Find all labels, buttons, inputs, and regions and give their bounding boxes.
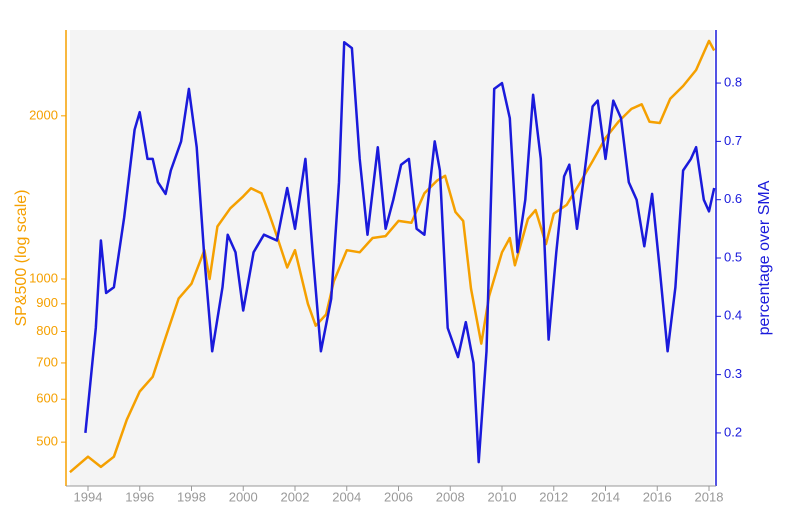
x-tick-label: 1998 — [177, 489, 206, 504]
x-tick-label: 2002 — [281, 489, 310, 504]
y2-tick-label: 0.5 — [724, 249, 742, 264]
x-tick-label: 2004 — [332, 489, 361, 504]
y2-tick-label: 0.4 — [724, 308, 742, 323]
y-tick-label: 2000 — [29, 107, 58, 122]
x-tick-label: 1996 — [125, 489, 154, 504]
x-tick-label: 2006 — [384, 489, 413, 504]
x-tick-label: 2018 — [695, 489, 724, 504]
y-axis-label: SP&500 (log scale) — [13, 190, 30, 327]
x-tick-label: 2008 — [436, 489, 465, 504]
y-tick-label: 600 — [36, 391, 58, 406]
x-tick-label: 1994 — [74, 489, 103, 504]
x-tick-label: 2000 — [229, 489, 258, 504]
x-tick-label: 2010 — [488, 489, 517, 504]
y-tick-label: 800 — [36, 323, 58, 338]
x-tick-label: 2012 — [539, 489, 568, 504]
y-tick-label: 700 — [36, 354, 58, 369]
y2-tick-label: 0.8 — [724, 75, 742, 90]
x-tick-label: 2014 — [591, 489, 620, 504]
y2-axis-label: percentage over SMA — [756, 180, 773, 335]
series-line — [84, 40, 716, 464]
y2-tick-label: 0.2 — [724, 424, 742, 439]
y2-tick-label: 0.6 — [724, 191, 742, 206]
y2-tick-label: 0.7 — [724, 133, 742, 148]
y-tick-label: 900 — [36, 295, 58, 310]
y-tick-label: 1000 — [29, 270, 58, 285]
y-tick-label: 500 — [36, 434, 58, 449]
plot-background — [70, 30, 714, 486]
y2-tick-label: 0.3 — [724, 366, 742, 381]
x-tick-label: 2016 — [643, 489, 672, 504]
